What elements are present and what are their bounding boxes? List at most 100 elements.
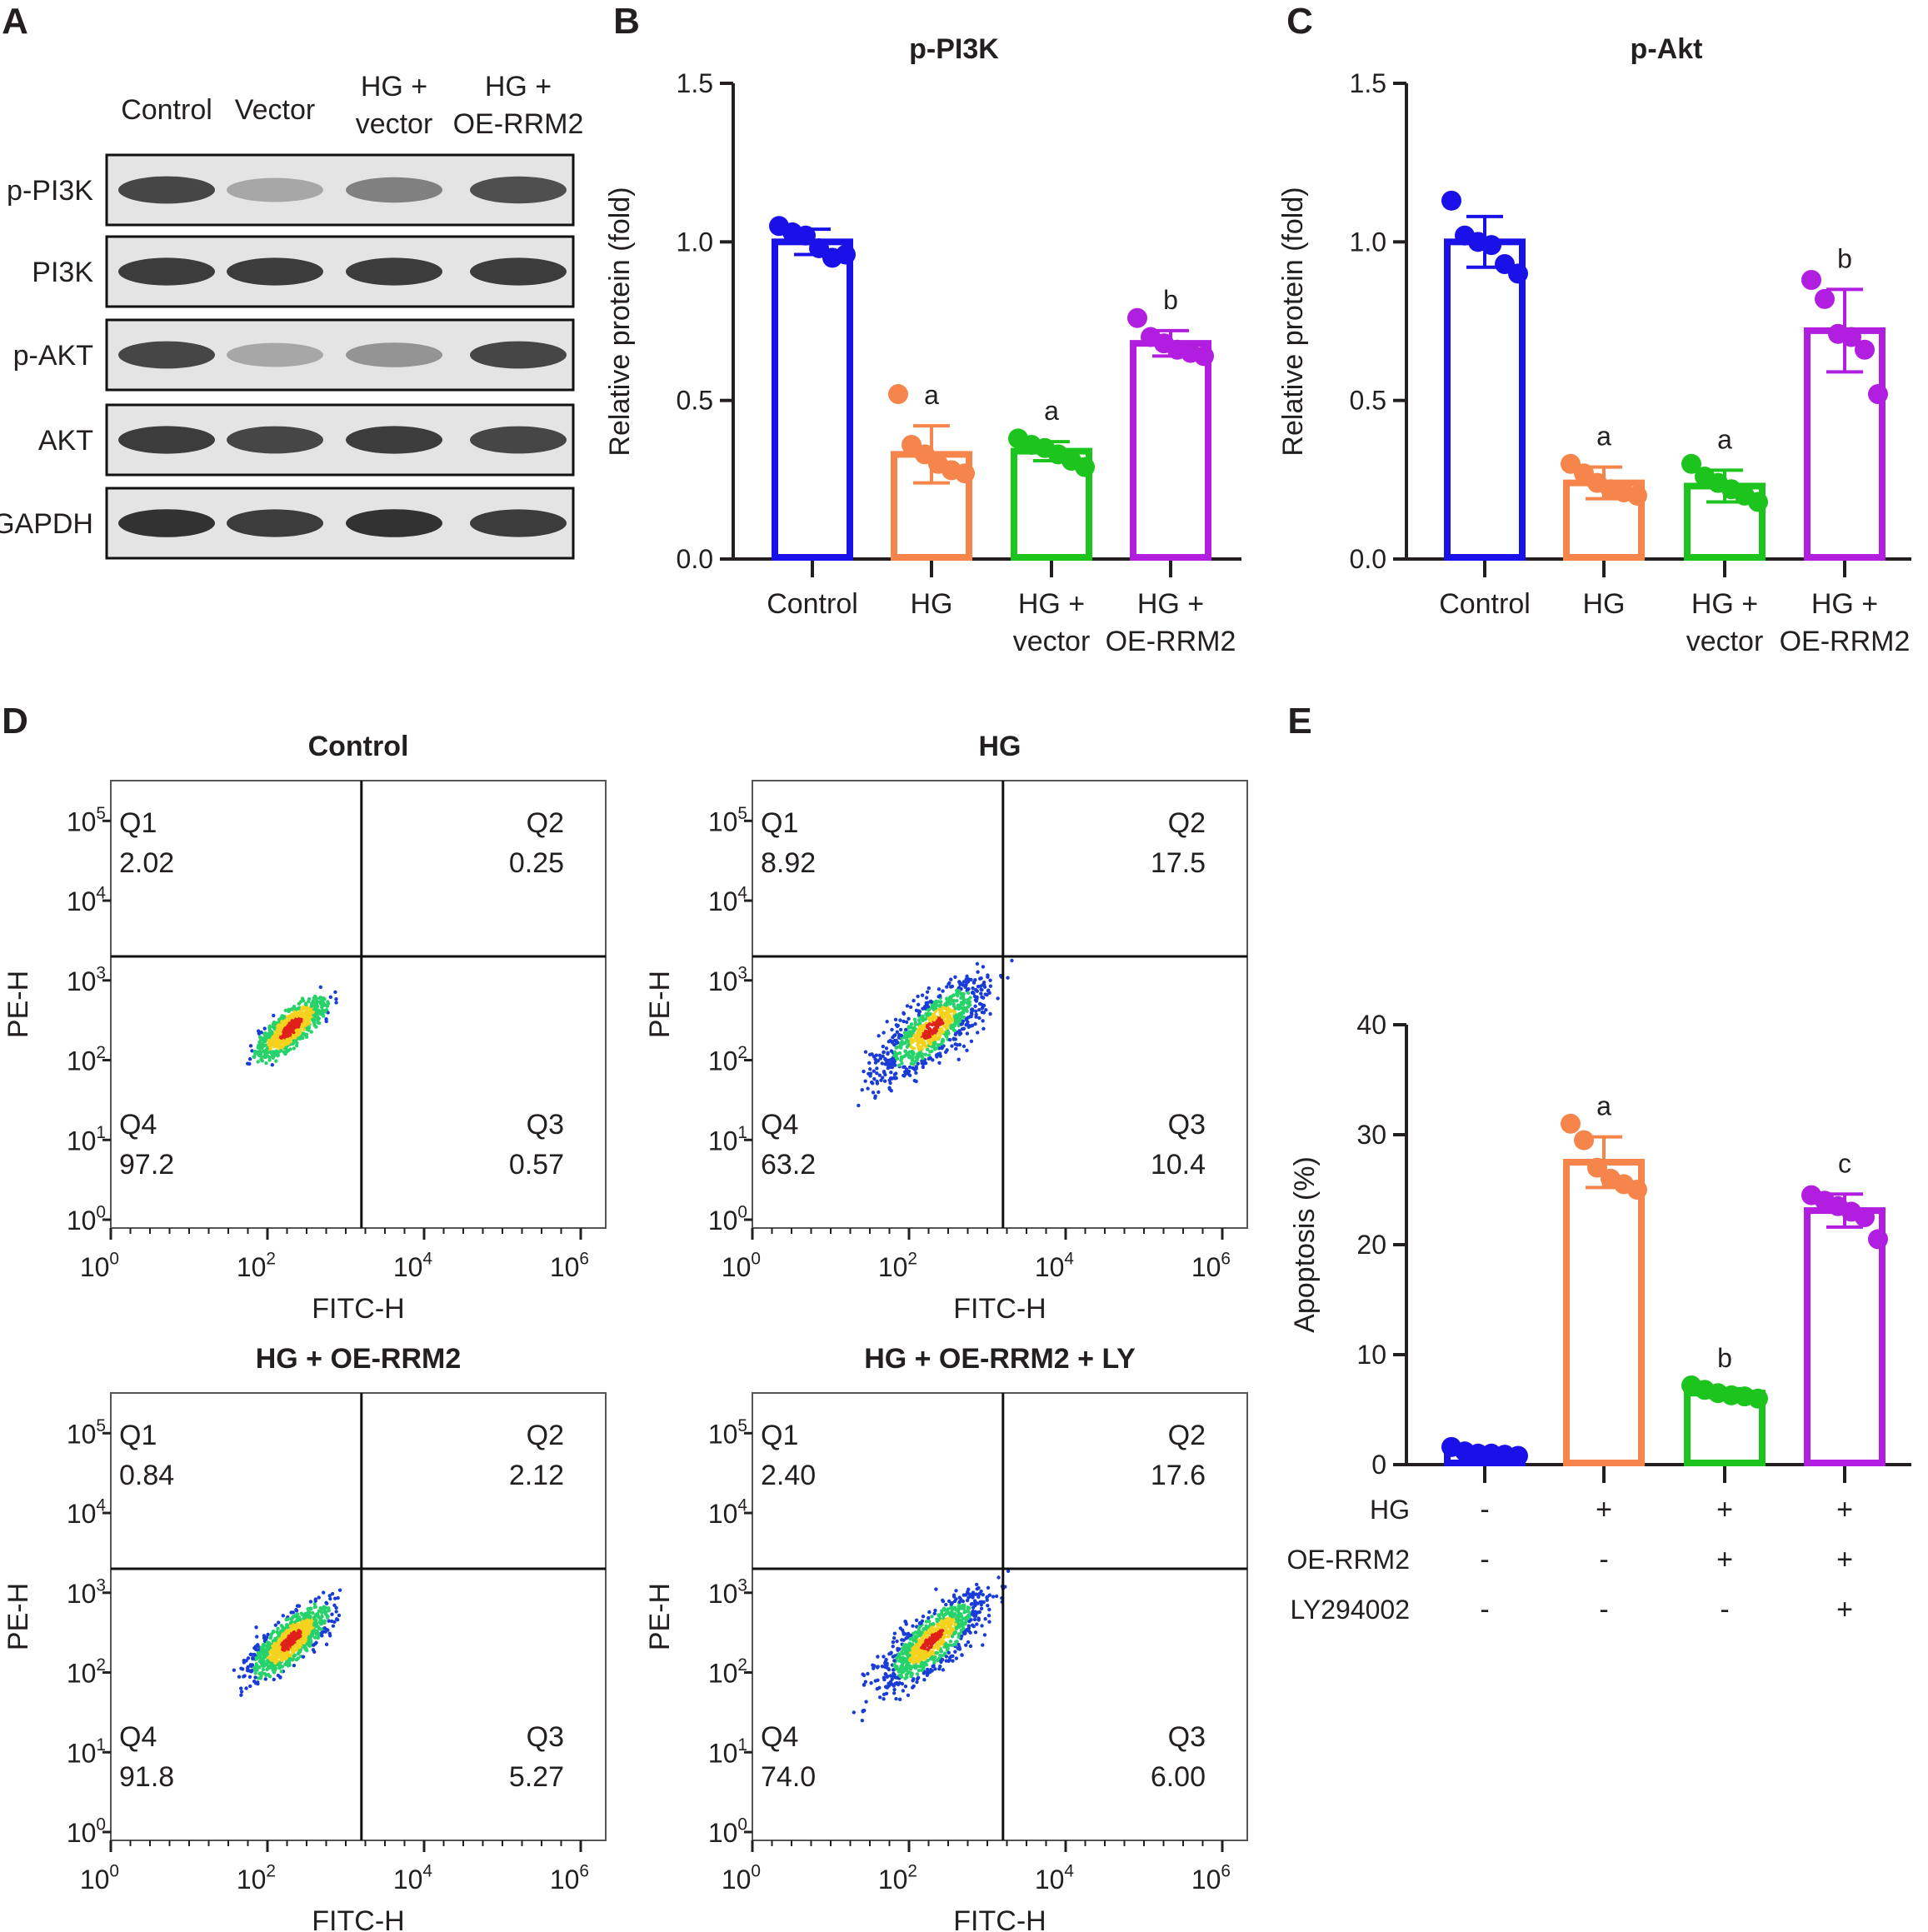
flow-event: [862, 1682, 867, 1687]
flow-event: [327, 1619, 331, 1623]
flow-event: [285, 1622, 289, 1627]
flow-event: [302, 1024, 307, 1028]
flow-event: [246, 1656, 251, 1660]
flow-event: [959, 1022, 964, 1026]
y-tick-label: 104: [67, 1496, 106, 1529]
flow-event: [272, 1677, 276, 1682]
flow-event: [311, 1010, 315, 1014]
flow-event: [891, 1668, 896, 1672]
chart-title: p-PI3K: [909, 33, 999, 65]
quadrant-label: Q3: [527, 1721, 564, 1753]
flow-event: [934, 999, 938, 1004]
flow-scatter: [246, 985, 338, 1067]
flow-event: [868, 1071, 873, 1076]
flow-event: [945, 1011, 949, 1016]
flow-event: [265, 1640, 270, 1645]
x-tick-label: 102: [237, 1862, 276, 1895]
treatment-row-label: LY294002: [1290, 1595, 1410, 1625]
flow-event: [249, 1670, 253, 1674]
y-axis-label: PE-H: [2, 971, 34, 1038]
x-tick-label-exponent: 0: [751, 1250, 761, 1269]
flow-event: [297, 1031, 302, 1035]
flow-event: [966, 979, 971, 984]
flow-event: [291, 1657, 296, 1661]
flow-event: [334, 997, 338, 1001]
flow-event: [904, 1636, 908, 1640]
flow-event: [972, 1617, 977, 1622]
flow-event: [908, 1657, 912, 1662]
flow-event: [986, 1613, 991, 1618]
flow-event: [957, 1632, 962, 1636]
flow-event: [311, 1017, 315, 1021]
significance-label: b: [1837, 243, 1852, 273]
y-axis-label: PE-H: [644, 971, 676, 1038]
flow-event: [323, 1611, 327, 1615]
flow-event: [337, 1588, 342, 1592]
flow-event: [981, 1600, 986, 1605]
flow-scatter: [232, 1588, 342, 1697]
flow-event: [915, 1058, 919, 1062]
flow-event: [970, 1612, 975, 1616]
flow-event: [978, 984, 983, 988]
flow-event: [920, 1015, 924, 1019]
y-tick-label: 102: [708, 1655, 747, 1688]
flow-event: [937, 1643, 942, 1648]
flow-event: [334, 1001, 338, 1005]
flow-event: [966, 1025, 971, 1029]
flow-event: [932, 1003, 936, 1007]
treatment-sign: -: [1480, 1544, 1489, 1575]
flow-event: [947, 1658, 952, 1662]
flow-event: [278, 1675, 282, 1680]
flow-event: [880, 1665, 885, 1669]
x-tick-label-exponent: 4: [422, 1862, 432, 1881]
x-tick-label: 104: [1035, 1862, 1074, 1895]
x-tick-label: 102: [237, 1250, 276, 1282]
flow-event: [957, 1057, 961, 1061]
flow-event: [952, 1595, 957, 1599]
y-tick-label: 0.5: [1350, 386, 1386, 416]
flow-event: [941, 1006, 945, 1010]
y-tick-label-exponent: 5: [96, 804, 106, 823]
flow-event: [966, 1595, 971, 1600]
flow-event: [267, 1665, 272, 1670]
flow-event: [937, 1061, 942, 1066]
flow-event: [872, 1069, 877, 1073]
x-tick-label-exponent: 2: [266, 1862, 276, 1881]
flow-event: [923, 1052, 927, 1056]
flow-event: [975, 1586, 979, 1591]
flow-plot-title: HG + OE-RRM2: [256, 1343, 462, 1375]
flow-event: [913, 1656, 917, 1660]
x-tick-label: HG: [911, 588, 953, 620]
flow-event: [946, 1016, 950, 1021]
quadrant-value: 74.0: [761, 1761, 816, 1793]
x-tick-label: 100: [80, 1250, 119, 1282]
flow-event: [887, 1087, 892, 1091]
x-tick-label-exponent: 6: [579, 1862, 589, 1881]
x-tick-label: HG +: [1811, 588, 1878, 620]
flow-event: [312, 1013, 316, 1017]
x-tick-label: 106: [1191, 1250, 1231, 1282]
quadrant-label: Q3: [527, 1109, 564, 1141]
flow-event: [964, 1615, 968, 1620]
flow-event: [934, 1003, 939, 1007]
flow-event: [899, 1056, 904, 1061]
flow-event: [303, 1033, 307, 1037]
y-tick-label: 104: [708, 884, 747, 916]
flow-event: [940, 1598, 945, 1603]
blot-band: [118, 176, 215, 204]
quadrant-label: Q1: [761, 807, 798, 839]
significance-label: c: [1838, 1148, 1851, 1178]
flow-event: [895, 1675, 899, 1680]
y-tick-label-exponent: 3: [737, 1575, 747, 1595]
flow-event: [917, 1047, 922, 1051]
flow-event: [953, 1630, 958, 1635]
flow-event: [940, 1046, 944, 1051]
y-tick-label-base: 10: [67, 1818, 97, 1848]
flow-event: [960, 1653, 964, 1657]
flow-event: [297, 1650, 302, 1655]
flow-event: [288, 1030, 292, 1035]
flow-event: [943, 1611, 948, 1616]
flow-event: [961, 1019, 966, 1023]
x-tick-label-base: 10: [393, 1252, 423, 1282]
quadrant-label: Q1: [761, 1420, 798, 1451]
